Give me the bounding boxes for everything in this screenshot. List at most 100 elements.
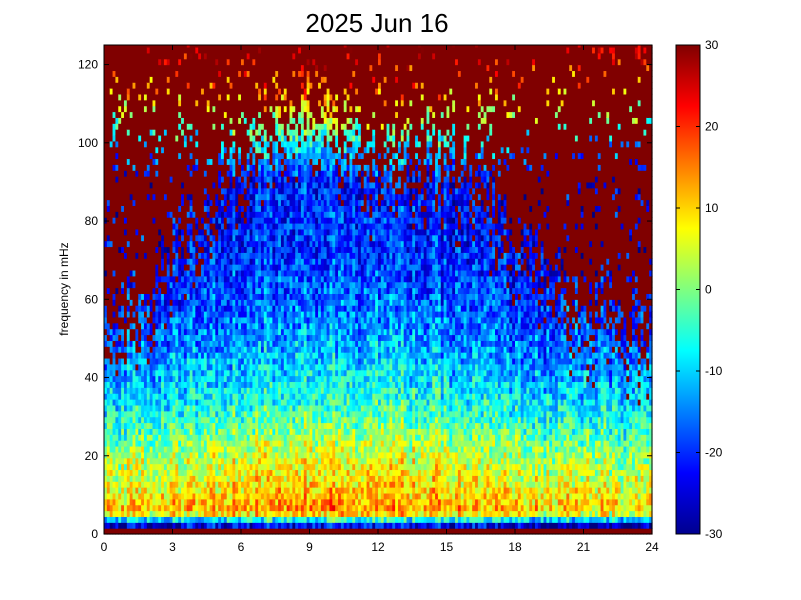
spectrogram-cell [115, 176, 119, 183]
spectrogram-cell [161, 134, 165, 142]
spectrogram-cell [263, 522, 268, 529]
spectrogram-cell [235, 45, 239, 48]
spectrogram-cell [258, 469, 262, 476]
spectrogram-cell [263, 375, 268, 383]
spectrogram-cell [223, 287, 228, 295]
spectrogram-cell [181, 88, 185, 95]
spectrogram-cell [246, 123, 251, 130]
spectrogram-cell [272, 481, 276, 488]
spectrogram-cell [138, 440, 142, 447]
spectrogram-cell [218, 410, 222, 418]
spectrogram-cell [132, 45, 136, 48]
spectrogram-cell [209, 199, 214, 206]
spectrogram-cell [149, 475, 154, 482]
spectrogram-cell [181, 293, 185, 300]
spectrogram-cell [266, 170, 271, 177]
spectrogram-cell [215, 246, 219, 253]
spectrogram-cell [238, 164, 242, 171]
spectrogram-cell [229, 451, 234, 459]
spectrogram-cell [252, 463, 256, 471]
spectrogram-cell [146, 469, 151, 476]
spectrogram-cell [252, 264, 256, 271]
spectrogram-cell [266, 240, 271, 248]
spectrogram-cell [175, 240, 179, 248]
spectrogram-cell [123, 469, 128, 476]
spectrogram-cell [223, 240, 228, 248]
spectrogram-cell [260, 88, 265, 95]
spectrogram-cell [203, 46, 208, 54]
spectrogram-cell [163, 352, 168, 359]
spectrogram-cell [149, 264, 154, 271]
spectrogram-cell [192, 469, 196, 476]
spectrogram-cell [143, 522, 148, 529]
spectrogram-cell [235, 422, 239, 429]
spectrogram-cell [258, 463, 262, 471]
spectrogram-cell [181, 93, 185, 101]
spectrogram-cell [218, 387, 222, 394]
spectrogram-cell [243, 205, 248, 212]
spectrogram-cell [183, 381, 188, 388]
spectrogram-cell [112, 129, 117, 136]
spectrogram-cell [106, 64, 111, 72]
spectrogram-cell [135, 492, 139, 500]
spectrogram-cell [135, 369, 139, 377]
spectrogram-cell [192, 475, 196, 482]
spectrogram-cell [186, 129, 191, 136]
spectrogram-cell [226, 363, 231, 371]
spectrogram-cell [126, 93, 131, 101]
spectrogram-cell [166, 170, 171, 177]
spectrogram-cell [229, 434, 234, 441]
spectrogram-cell [266, 205, 271, 212]
spectrogram-cell [121, 64, 125, 72]
spectrogram-cell [129, 440, 134, 447]
spectrogram-cell [186, 240, 191, 248]
spectrogram-cell [195, 58, 199, 66]
spectrogram-cell [118, 93, 122, 101]
spectrogram-cell [178, 445, 182, 453]
spectrogram-cell [138, 375, 142, 383]
spectrogram-cell [215, 311, 219, 318]
spectrogram-cell [238, 134, 242, 142]
spectrogram-cell [135, 88, 139, 95]
spectrogram-cell [115, 164, 119, 171]
spectrogram-cell [223, 181, 228, 189]
spectrogram-cell [218, 422, 222, 429]
spectrogram-cell [218, 70, 222, 77]
spectrogram-cell [203, 64, 208, 72]
spectrogram-cell [189, 129, 194, 136]
spectrogram-cell [223, 404, 228, 412]
spectrogram-cell [221, 469, 225, 476]
spectrogram-cell [269, 234, 273, 242]
spectrogram-cell [215, 434, 219, 441]
spectrogram-cell [138, 410, 142, 418]
spectrogram-cell [123, 357, 128, 365]
spectrogram-cell [161, 228, 165, 236]
spectrogram-cell [252, 322, 256, 330]
spectrogram-cell [132, 340, 136, 347]
spectrogram-cell [138, 129, 142, 136]
spectrogram-cell [260, 305, 265, 312]
spectrogram-cell [263, 82, 268, 89]
spectrogram-cell [175, 176, 179, 183]
spectrogram-cell [106, 234, 111, 242]
spectrogram-cell [115, 381, 119, 388]
spectrogram-cell [109, 316, 114, 324]
spectrogram-cell [161, 152, 165, 160]
spectrogram-cell [229, 205, 234, 212]
spectrogram-cell [104, 217, 108, 224]
spectrogram-cell [215, 264, 219, 271]
spectrogram-cell [172, 322, 176, 330]
spectrogram-cell [272, 340, 276, 347]
spectrogram-cell [155, 58, 159, 66]
spectrogram-cell [106, 522, 111, 529]
spectrogram-cell [246, 469, 251, 476]
spectrogram-cell [198, 152, 202, 160]
spectrogram-cell [152, 311, 156, 318]
spectrogram-cell [238, 70, 242, 77]
spectrogram-cell [181, 258, 185, 265]
spectrogram-cell [152, 481, 156, 488]
spectrogram-cell [183, 246, 188, 253]
spectrogram-cell [166, 528, 171, 535]
spectrogram-cell [169, 498, 174, 506]
